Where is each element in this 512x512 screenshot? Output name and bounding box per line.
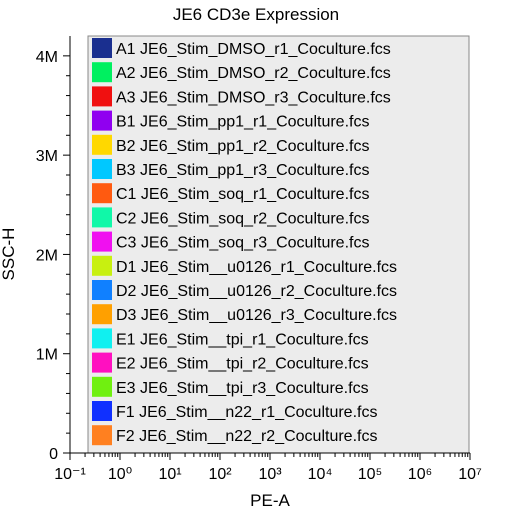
- legend-item: D1 JE6_Stim__u0126_r1_Coculture.fcs: [92, 255, 397, 276]
- legend-label: C3 JE6_Stim_soq_r3_Coculture.fcs: [116, 235, 369, 252]
- legend-swatch: [92, 134, 112, 155]
- legend-item: F2 JE6_Stim__n22_r2_Coculture.fcs: [92, 425, 377, 446]
- legend-swatch: [92, 207, 112, 228]
- legend-swatch: [92, 304, 112, 325]
- legend-label: D1 JE6_Stim__u0126_r1_Coculture.fcs: [116, 259, 397, 276]
- y-tick-label: 2M: [36, 247, 58, 264]
- legend-item: C2 JE6_Stim_soq_r2_Coculture.fcs: [92, 207, 369, 228]
- y-tick-label: 3M: [36, 148, 58, 165]
- legend-swatch: [92, 328, 112, 349]
- legend-item: A3 JE6_Stim_DMSO_r3_Coculture.fcs: [92, 86, 391, 107]
- y-tick-label: 4M: [36, 49, 58, 66]
- legend-swatch: [92, 62, 112, 83]
- legend-swatch: [92, 401, 112, 421]
- legend-label: A1 JE6_Stim_DMSO_r1_Coculture.fcs: [116, 41, 391, 58]
- x-axis-ticks: 10⁻¹ 10⁰ 10¹ 10² 10³ 10⁴ 10⁵ 10⁶ 10⁷: [54, 453, 482, 483]
- legend-swatch: [92, 376, 112, 397]
- legend-box: [87, 35, 470, 454]
- x-tick-label: 10⁰: [108, 466, 132, 483]
- y-axis-ticks: 0 1M 2M 3M 4M: [36, 49, 70, 463]
- x-tick-label: 10⁻¹: [54, 466, 86, 483]
- x-tick-label: 10⁵: [358, 466, 382, 483]
- x-tick-label: 10⁴: [308, 466, 333, 483]
- legend-swatch: [92, 38, 112, 58]
- legend-item: B1 JE6_Stim_pp1_r1_Coculture.fcs: [92, 110, 369, 131]
- x-tick-label: 10¹: [158, 466, 181, 483]
- legend-label: E1 JE6_Stim__tpi_r1_Coculture.fcs: [116, 331, 369, 348]
- legend-label: B1 JE6_Stim_pp1_r1_Coculture.fcs: [116, 114, 369, 131]
- chart-title: JE6 CD3e Expression: [173, 5, 339, 24]
- legend-item: A2 JE6_Stim_DMSO_r2_Coculture.fcs: [92, 62, 391, 83]
- legend-label: D3 JE6_Stim__u0126_r3_Coculture.fcs: [116, 307, 397, 324]
- legend-swatch: [92, 352, 112, 373]
- legend-swatch: [92, 425, 112, 446]
- x-tick-label: 10⁷: [458, 466, 482, 483]
- y-tick-label: 0: [49, 446, 58, 463]
- legend-item: E3 JE6_Stim__tpi_r3_Coculture.fcs: [92, 376, 369, 397]
- x-tick-label: 10⁶: [408, 466, 432, 483]
- legend-item: B3 JE6_Stim_pp1_r3_Coculture.fcs: [92, 159, 369, 179]
- legend-label: C1 JE6_Stim_soq_r1_Coculture.fcs: [116, 186, 369, 203]
- legend-item: E1 JE6_Stim__tpi_r1_Coculture.fcs: [92, 328, 369, 349]
- legend-label: C2 JE6_Stim_soq_r2_Coculture.fcs: [116, 210, 369, 227]
- legend: A1 JE6_Stim_DMSO_r1_Coculture.fcs A2 JE6_…: [92, 38, 397, 446]
- legend-item: A1 JE6_Stim_DMSO_r1_Coculture.fcs: [92, 38, 391, 58]
- legend-item: C3 JE6_Stim_soq_r3_Coculture.fcs: [92, 231, 369, 252]
- legend-label: A3 JE6_Stim_DMSO_r3_Coculture.fcs: [116, 89, 391, 106]
- legend-label: B2 JE6_Stim_pp1_r2_Coculture.fcs: [116, 138, 369, 155]
- legend-swatch: [92, 280, 112, 300]
- legend-label: E2 JE6_Stim__tpi_r2_Coculture.fcs: [116, 356, 369, 373]
- y-axis-label: SSC-H: [0, 228, 18, 281]
- legend-label: E3 JE6_Stim__tpi_r3_Coculture.fcs: [116, 380, 369, 397]
- legend-swatch: [92, 159, 112, 179]
- x-tick-label: 10³: [258, 466, 282, 483]
- legend-swatch: [92, 231, 112, 252]
- legend-swatch: [92, 86, 112, 107]
- legend-label: F1 JE6_Stim__n22_r1_Coculture.fcs: [116, 404, 377, 421]
- x-axis-label: PE-A: [250, 491, 290, 510]
- legend-label: B3 JE6_Stim_pp1_r3_Coculture.fcs: [116, 162, 369, 179]
- x-tick-label: 10²: [208, 466, 232, 483]
- legend-item: F1 JE6_Stim__n22_r1_Coculture.fcs: [92, 401, 377, 421]
- legend-item: E2 JE6_Stim__tpi_r2_Coculture.fcs: [92, 352, 369, 373]
- legend-item: D2 JE6_Stim__u0126_r2_Coculture.fcs: [92, 280, 397, 300]
- legend-swatch: [92, 110, 112, 131]
- legend-item: D3 JE6_Stim__u0126_r3_Coculture.fcs: [92, 304, 397, 325]
- legend-swatch: [92, 183, 112, 204]
- legend-label: D2 JE6_Stim__u0126_r2_Coculture.fcs: [116, 283, 397, 300]
- legend-label: A2 JE6_Stim_DMSO_r2_Coculture.fcs: [116, 65, 391, 82]
- legend-swatch: [92, 255, 112, 276]
- y-tick-label: 1M: [36, 347, 58, 364]
- legend-item: B2 JE6_Stim_pp1_r2_Coculture.fcs: [92, 134, 369, 155]
- legend-label: F2 JE6_Stim__n22_r2_Coculture.fcs: [116, 428, 377, 445]
- legend-item: C1 JE6_Stim_soq_r1_Coculture.fcs: [92, 183, 369, 204]
